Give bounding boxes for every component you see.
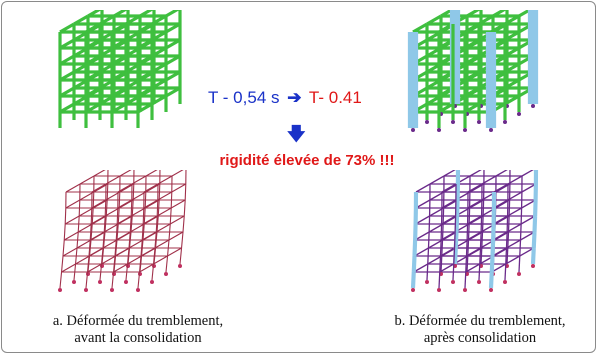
rigidity-increase-label: rigidité élevée de 73% !!! bbox=[219, 152, 395, 169]
caption-before-line1: a. Déformée du tremblement, bbox=[52, 313, 224, 329]
caption-after-line1: b. Déformée du tremblement, bbox=[394, 313, 566, 329]
caption-before-line2: avant la consolidation bbox=[74, 330, 202, 346]
period-after: T- 0.41 bbox=[308, 88, 362, 107]
caption-before: a. Déformée du tremblement, avant la con… bbox=[18, 313, 258, 347]
right-arrow-icon: ➔ bbox=[287, 88, 302, 107]
frame-model-before bbox=[58, 10, 182, 128]
deformed-shape-before bbox=[58, 170, 187, 292]
down-arrow-icon: 🡇 bbox=[287, 124, 306, 145]
period-before: T - 0,54 s bbox=[208, 88, 280, 107]
caption-after-line2: après consolidation bbox=[423, 330, 537, 346]
caption-after: b. Déformée du tremblement, après consol… bbox=[365, 313, 595, 347]
deformed-shape-after bbox=[410, 170, 539, 292]
frame-model-after bbox=[407, 10, 539, 132]
period-comparison: T - 0,54 s ➔ T- 0.41 bbox=[208, 88, 388, 112]
